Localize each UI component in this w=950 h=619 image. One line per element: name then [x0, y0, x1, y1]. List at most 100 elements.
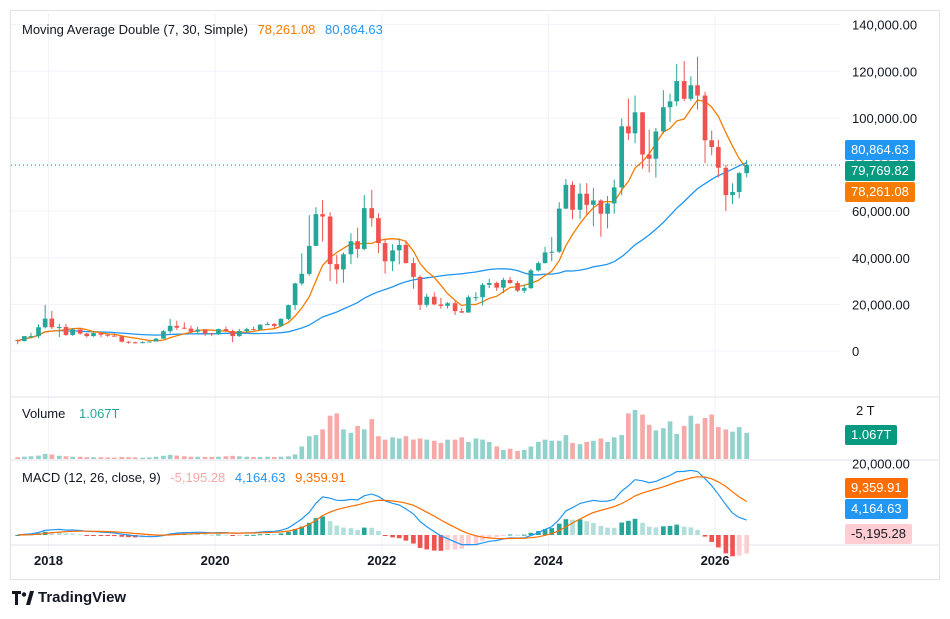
volume-bar — [299, 446, 305, 459]
candle-body — [431, 296, 437, 305]
volume-bar — [361, 429, 367, 459]
volume-bar — [702, 417, 708, 459]
volume-bar — [306, 436, 312, 459]
candle-body — [223, 329, 229, 331]
volume-bar — [292, 454, 298, 459]
candle-body — [716, 147, 721, 168]
macd-histogram-bar — [376, 531, 381, 535]
macd-hist-badge: -5,195.28 — [845, 524, 912, 544]
candle-body — [265, 323, 270, 325]
candle-body — [486, 282, 492, 285]
macd-histogram-bar — [411, 535, 416, 544]
price-axis-tick-label: 0 — [852, 344, 859, 359]
volume-bar — [632, 410, 638, 459]
volume-bar — [230, 455, 235, 459]
candle-body — [424, 296, 430, 305]
candle-body — [640, 112, 645, 155]
volume-bar — [390, 437, 395, 459]
macd-histogram-bar — [236, 535, 242, 536]
macd-histogram-bar — [695, 529, 700, 535]
candle-body — [348, 241, 354, 255]
volume-bar — [327, 415, 333, 459]
candle-body — [605, 203, 610, 214]
macd-histogram-bar — [744, 535, 750, 554]
volume-bar — [382, 439, 388, 459]
volume-bar — [584, 441, 590, 459]
candle-body — [306, 245, 312, 274]
tradingview-logo-icon — [12, 590, 34, 605]
last-price-badge: 79,769.82 — [845, 161, 915, 181]
candle-body — [411, 263, 416, 277]
candle-body — [730, 192, 735, 196]
volume-bar — [105, 457, 110, 459]
candle-body — [473, 297, 479, 299]
time-axis-tick-label: 2026 — [701, 553, 730, 568]
candle-body — [480, 284, 485, 298]
volume-bar — [507, 448, 513, 459]
candle-body — [42, 318, 48, 328]
candle-body — [521, 288, 527, 291]
candle-body — [251, 329, 256, 331]
tradingview-logo[interactable]: TradingView — [12, 589, 126, 606]
price-legend-ma7: 78,261.08 — [257, 22, 316, 37]
macd-histogram-bar — [736, 535, 742, 556]
candle-body — [153, 338, 159, 342]
volume-bar — [313, 435, 319, 459]
volume-bar — [640, 414, 645, 459]
candle-body — [91, 333, 96, 337]
candle-body — [445, 303, 450, 306]
macd-histogram-bar — [56, 532, 62, 535]
candle-body — [132, 342, 138, 344]
candle-body — [271, 323, 277, 326]
macd-histogram-bar — [619, 522, 625, 535]
candle-body — [146, 341, 152, 343]
macd-histogram-bar — [286, 531, 291, 535]
candle-body — [21, 336, 27, 342]
candle-body — [556, 208, 562, 252]
macd-histogram-bar — [626, 520, 631, 535]
candle-body — [536, 263, 541, 271]
macd-line-badge: 4,164.63 — [845, 499, 908, 519]
macd-legend-hist: -5,195.28 — [170, 470, 226, 485]
macd-histogram-bar — [361, 527, 367, 535]
candle-body — [452, 303, 458, 312]
candle-body — [507, 279, 513, 283]
candle-body — [611, 187, 617, 204]
macd-histogram-bar — [646, 526, 652, 535]
candle-body — [299, 273, 305, 284]
macd-histogram-bar — [396, 535, 402, 539]
time-axis-tick-label: 2020 — [201, 553, 230, 568]
macd-histogram-bar — [265, 533, 270, 535]
volume-bar — [341, 429, 346, 459]
candle-body — [417, 276, 423, 305]
volume-bar — [70, 456, 75, 459]
macd-histogram-bar — [382, 535, 388, 536]
volume-bar — [486, 441, 492, 459]
candle-body — [70, 329, 75, 335]
candle-body — [105, 334, 110, 336]
macd-histogram-bar — [403, 535, 409, 541]
volume-bar — [63, 456, 69, 459]
macd-histogram-bar — [119, 535, 125, 537]
macd-histogram-bar — [556, 523, 562, 535]
candle-body — [36, 327, 41, 337]
volume-bar — [744, 432, 750, 459]
volume-bar — [661, 428, 666, 459]
macd-histogram-bar — [494, 535, 500, 537]
macd-histogram-bar — [230, 535, 235, 536]
macd-legend: MACD (12, 26, close, 9) -5,195.28 4,164.… — [22, 470, 352, 485]
volume-bar — [549, 440, 555, 459]
macd-histogram-bar — [153, 535, 159, 537]
volume-bar — [167, 454, 173, 459]
macd-histogram-bar — [632, 518, 638, 535]
candle-body — [528, 270, 534, 289]
volume-bar — [257, 456, 263, 459]
macd-histogram-bar — [327, 521, 333, 535]
ma7-line — [17, 99, 748, 342]
macd-histogram-bar — [15, 535, 20, 536]
volume-bar — [570, 443, 575, 459]
volume-bar — [140, 457, 145, 459]
candle-body — [244, 329, 250, 331]
macd-signal-line — [17, 476, 748, 540]
